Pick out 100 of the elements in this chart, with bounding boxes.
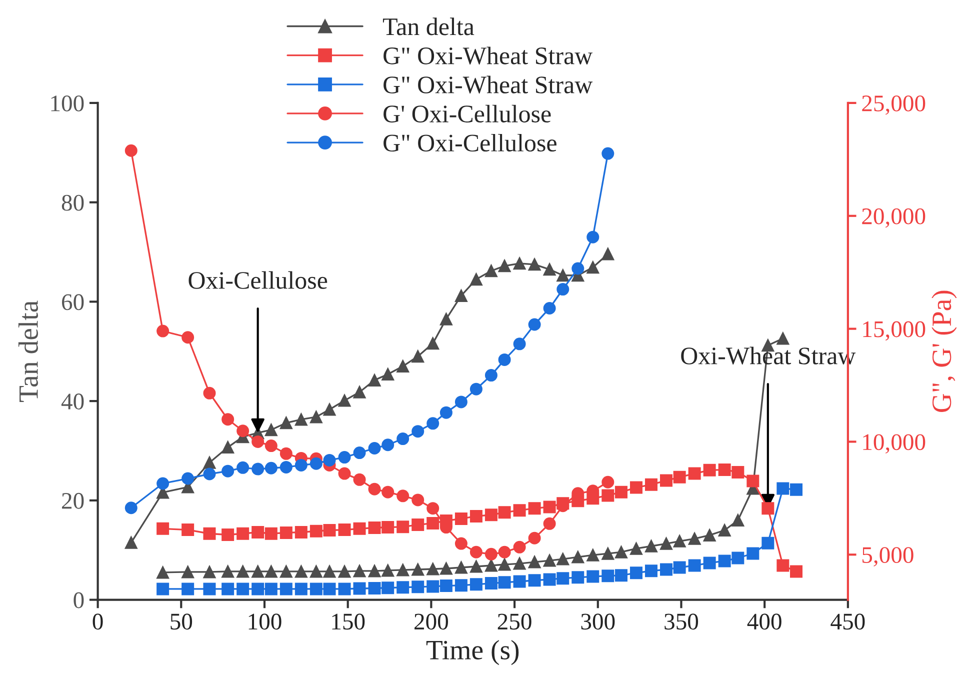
point [353,446,366,460]
point [498,353,511,366]
point [396,581,410,594]
point [703,464,716,476]
point [294,526,308,539]
point [156,324,170,338]
point [396,564,410,576]
point [528,556,541,568]
point [338,394,351,407]
y-tick-label: 60 [62,294,84,310]
point [323,565,336,578]
point [294,413,308,426]
point [338,451,351,464]
point [776,482,790,495]
point [203,456,216,469]
point [323,524,336,536]
point [484,548,498,560]
point [762,502,774,515]
point [644,540,658,552]
x-tick-label: 350 [664,614,698,630]
point [543,554,556,567]
point [660,563,672,576]
point [252,435,264,448]
y2-tick-label: 5,000 [862,547,914,566]
point [572,550,584,564]
point [426,337,440,350]
point [498,546,511,558]
point [203,582,216,596]
point [454,396,468,408]
point [543,263,556,276]
point [776,559,790,572]
point [412,563,424,576]
point [470,560,482,573]
point [732,514,744,527]
x-tick-label: 50 [170,614,192,630]
point [353,564,366,578]
point [236,461,250,474]
point [203,566,216,578]
point [630,542,642,555]
y-tick-label: 100 [51,95,84,112]
point [718,524,731,536]
point [484,559,498,572]
point [368,374,381,386]
y2-tick-label: 10,000 [863,434,926,454]
point [614,546,628,558]
point [614,486,628,498]
point [353,386,366,398]
point [310,524,322,538]
legend-label: G' Oxi-Cellulose [384,104,551,122]
point [513,338,526,350]
point [602,570,614,582]
point [602,547,614,560]
point [426,580,440,593]
annotation: Oxi-Cellulose [188,271,328,289]
point [513,257,526,270]
point [528,318,541,331]
point [586,230,600,244]
point [556,552,570,566]
point [440,312,452,326]
point [222,464,234,478]
point [556,572,570,585]
point [572,571,584,584]
point [484,369,498,382]
point [368,521,381,534]
point [338,524,351,536]
point [440,580,452,592]
point [718,463,731,476]
point [602,248,614,260]
point [382,438,394,452]
point [124,144,138,157]
point [673,534,686,548]
point [703,528,716,542]
point [124,536,138,549]
point [513,504,526,517]
point [182,472,194,485]
point [470,578,482,591]
point [718,554,731,568]
point [252,582,264,596]
point [630,566,642,580]
x-tick-label: 450 [830,614,865,630]
point [338,565,351,578]
point [746,547,760,560]
point [310,410,322,424]
point [310,457,322,470]
point [556,269,570,282]
point [470,510,482,522]
point [338,467,351,480]
point [644,564,658,578]
y2-axis-title: G", G' (Pa) [932,290,957,412]
point [440,562,452,575]
point [353,473,366,486]
point [543,500,556,514]
point [528,532,541,544]
legend-label: G" Oxi-Cellulose [384,134,556,152]
point [732,466,744,478]
point [673,470,686,484]
point [396,490,410,502]
point [470,546,482,558]
point [528,258,541,271]
point [513,540,526,554]
